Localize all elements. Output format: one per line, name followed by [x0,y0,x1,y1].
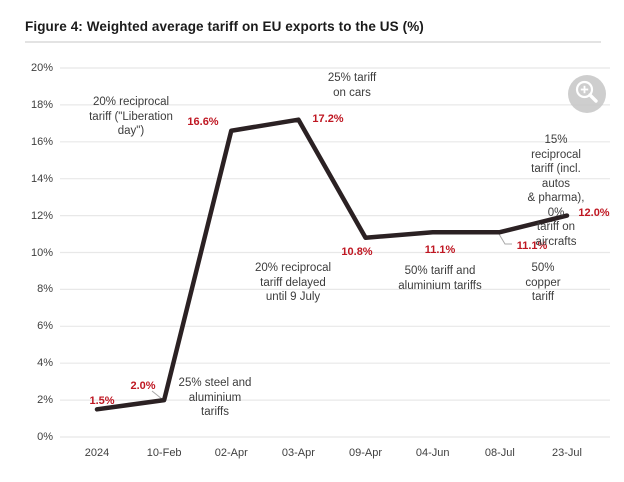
zoom-button[interactable] [568,75,606,113]
series-line [94,117,570,412]
magnifier-plus-icon [575,80,598,103]
leader-line [151,390,163,400]
leader-line [498,233,512,245]
figure-title: Figure 4: Weighted average tariff on EU … [25,19,424,34]
title-divider [25,41,601,43]
